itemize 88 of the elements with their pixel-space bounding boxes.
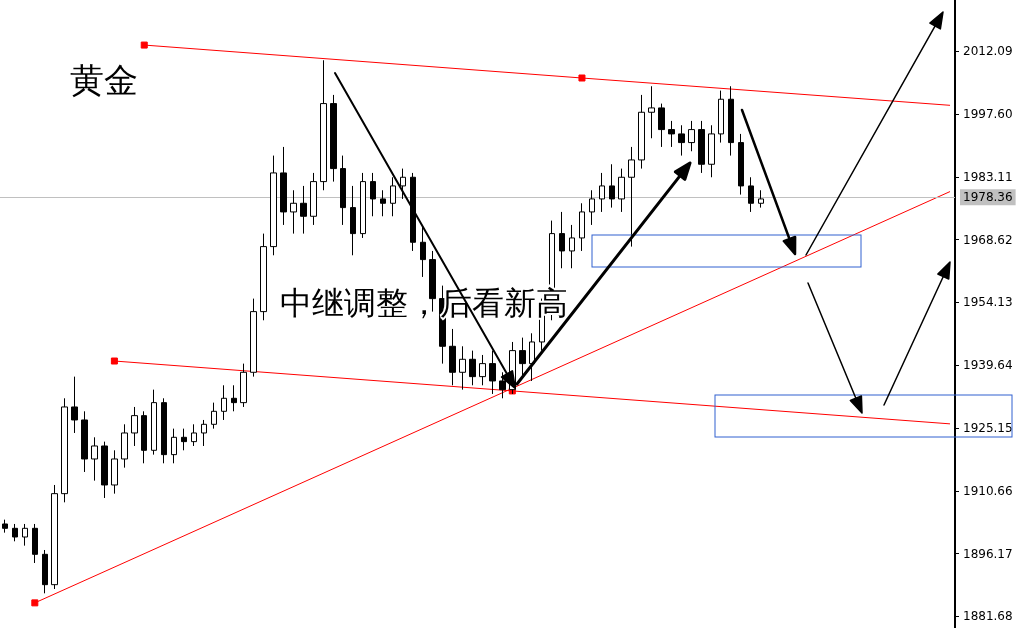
y-tick-label: 1939.64 <box>963 358 1013 373</box>
candlestick <box>240 363 247 408</box>
candlestick <box>300 185 307 235</box>
candlestick <box>91 436 98 482</box>
candlestick <box>579 202 585 252</box>
y-tick-label: 1925.15 <box>963 420 1013 435</box>
candlestick <box>479 354 486 386</box>
candlestick <box>141 410 147 464</box>
candlestick <box>81 410 88 473</box>
candlestick <box>350 185 356 256</box>
candlestick <box>191 423 197 447</box>
candlestick <box>390 176 396 217</box>
candlestick <box>320 59 327 191</box>
y-tick-label: 1954.13 <box>963 295 1013 310</box>
candlestick <box>758 189 764 209</box>
candlestick <box>738 133 744 196</box>
candlestick <box>589 189 595 226</box>
candlestick <box>151 389 157 456</box>
candlestick <box>380 189 386 217</box>
candlestick <box>42 549 48 594</box>
candlestick <box>290 189 297 235</box>
candlestick <box>231 384 237 412</box>
candlestick <box>71 376 78 434</box>
candlestick <box>529 332 535 382</box>
y-tick-label: 1997.60 <box>963 106 1013 121</box>
y-tick-label: 1896.17 <box>963 546 1013 561</box>
candlestick <box>181 428 187 451</box>
y-tick-label: 2012.09 <box>963 44 1013 59</box>
candlestick <box>638 94 645 170</box>
candlestick <box>101 441 108 499</box>
candlestick <box>161 397 167 464</box>
candlestick <box>330 94 337 183</box>
candlestick <box>22 523 28 547</box>
candlestick <box>569 224 575 269</box>
candlestick <box>429 250 436 313</box>
candlestick <box>718 90 724 144</box>
candlestick <box>280 146 287 226</box>
candlestick <box>688 120 695 152</box>
y-tick-label: 1983.11 <box>963 169 1013 184</box>
point <box>110 357 118 365</box>
y-tick-label: 1910.66 <box>963 483 1013 498</box>
point <box>578 74 586 82</box>
candlestick <box>628 146 635 248</box>
candlestick <box>678 124 685 157</box>
candlestick <box>310 172 317 226</box>
candlestick <box>708 124 715 178</box>
candlestick <box>111 449 118 495</box>
candlestick <box>648 85 655 139</box>
candlestick <box>131 406 138 447</box>
ref-line-label: 1978.36 <box>963 190 1013 205</box>
candlestick <box>250 298 257 378</box>
candlestick <box>211 402 217 430</box>
candlestick <box>121 423 128 469</box>
y-tick-label: 1968.62 <box>963 232 1013 247</box>
candlestick <box>469 350 476 386</box>
candlestick <box>609 163 615 209</box>
candlestick <box>12 523 18 542</box>
candlestick <box>410 172 416 252</box>
candlestick <box>499 371 506 399</box>
candlestick <box>658 103 665 148</box>
candlestick <box>559 211 565 269</box>
candlestick <box>260 233 267 321</box>
candlestick <box>489 350 496 395</box>
candlestick <box>459 345 466 391</box>
text: 黄金 <box>70 60 138 100</box>
candlestick <box>668 120 675 148</box>
candlestick <box>618 168 625 213</box>
candlestick <box>201 419 207 447</box>
candlestick <box>360 172 366 239</box>
candlestick <box>370 172 376 217</box>
candlestick <box>270 155 277 256</box>
candlestick <box>221 384 227 421</box>
candlestick <box>698 120 705 174</box>
candlestick <box>599 172 605 213</box>
candlestick <box>171 428 177 464</box>
candlestick <box>400 168 406 200</box>
candlestick <box>61 397 68 503</box>
candlestick <box>51 484 58 590</box>
candlestick <box>519 337 526 378</box>
candlestick <box>2 519 8 534</box>
point <box>31 599 39 607</box>
point <box>140 41 148 49</box>
y-tick-label: 1881.68 <box>963 609 1013 624</box>
candlestick <box>340 155 346 226</box>
candlestick <box>728 85 734 157</box>
candlestick <box>449 328 456 386</box>
candlestick <box>32 523 38 564</box>
candlestick <box>748 176 754 213</box>
